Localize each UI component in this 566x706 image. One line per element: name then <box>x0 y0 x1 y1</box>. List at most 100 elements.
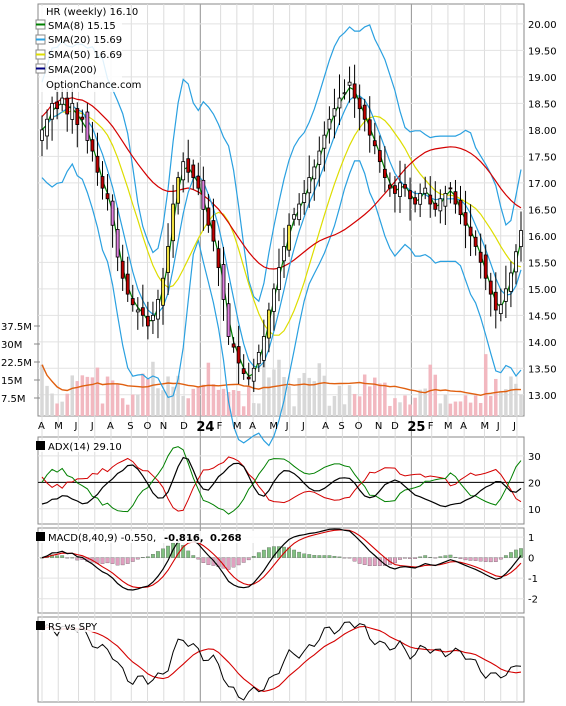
candle-body <box>110 200 115 226</box>
candle-body <box>428 194 433 205</box>
price-panel-frame <box>37 3 525 417</box>
volume-bar <box>146 379 150 416</box>
volume-bar <box>110 380 115 416</box>
legend-sma200: SMA(200) <box>48 65 97 76</box>
price-tick-label: 17.50 <box>528 152 557 163</box>
candle-body <box>483 254 488 279</box>
macd-signal-value: -0.816, <box>164 533 204 544</box>
volume-bar <box>115 383 120 416</box>
volume-bar <box>282 377 286 416</box>
rs-panel <box>41 621 522 701</box>
volume-bar <box>272 369 276 416</box>
volume-bar <box>337 385 342 416</box>
macd-histogram-bar <box>130 557 135 562</box>
macd-histogram-bar <box>433 557 438 559</box>
macd-histogram-bar <box>272 546 276 558</box>
macd-signal-line <box>41 529 522 589</box>
macd-tick-label: 0 <box>528 554 534 565</box>
candle-body <box>140 307 145 316</box>
candle-body <box>453 191 458 205</box>
x-axis-label: M <box>54 421 63 432</box>
macd-histogram-bar <box>181 545 186 558</box>
volume-bar <box>443 394 448 416</box>
macd-title: MACD(8,40,9) -0.550, <box>48 533 156 544</box>
macd-histogram-bar <box>156 551 160 558</box>
volume-bar <box>171 386 175 416</box>
candle-body <box>176 177 181 204</box>
candle-body <box>332 108 337 117</box>
axis-ticks: 13.00 13.50 14.00 14.50 15.00 15.50 16.00 16.50… <box>1 20 557 435</box>
candle-body <box>60 97 65 105</box>
macd-histogram-bar <box>327 555 332 558</box>
macd-histogram-bar <box>100 557 105 564</box>
volume-tick-label: 7.5M <box>1 394 26 405</box>
candle-body <box>498 304 503 314</box>
volume-bar <box>196 387 201 416</box>
price-tick-label: 18.50 <box>528 99 557 110</box>
macd-tick-label: -2 <box>528 595 538 606</box>
volume-tick-label: 37.5M <box>1 322 32 333</box>
candle-body <box>317 150 322 165</box>
candle-body <box>468 226 473 237</box>
candle-body <box>166 246 170 273</box>
macd-histogram-bar <box>201 557 206 563</box>
volume-bar <box>156 388 160 416</box>
macd-histogram-bar <box>372 557 377 566</box>
candle-body <box>95 155 100 173</box>
candle-body <box>413 197 418 205</box>
candle-body <box>151 314 155 321</box>
volume-bar <box>509 376 513 416</box>
candle-body <box>448 187 453 190</box>
macd-histogram-bar <box>458 557 463 559</box>
volume-bar <box>267 377 271 416</box>
macd-histogram-bar <box>498 557 503 560</box>
volume-bar <box>332 395 337 416</box>
candle-body <box>40 129 44 141</box>
plus-di-line <box>41 446 522 515</box>
candle-body <box>503 288 508 302</box>
volume-average-line <box>41 364 522 397</box>
volume-bar <box>176 375 180 416</box>
candle-body <box>307 177 312 194</box>
macd-histogram-bar <box>60 555 65 558</box>
price-tick-label: 19.50 <box>528 46 557 57</box>
candle-body <box>282 246 286 262</box>
volume-bar <box>342 404 347 416</box>
volume-bar <box>473 395 478 416</box>
candle-body <box>277 267 281 291</box>
candle-body <box>100 176 105 189</box>
candle-body <box>80 116 85 120</box>
x-axis-label: F <box>428 421 434 432</box>
candlesticks <box>40 64 523 392</box>
rs-ma-line <box>41 625 522 692</box>
candle-body <box>120 260 125 279</box>
volume-bar <box>50 393 54 416</box>
macd-histogram-bar <box>55 555 60 558</box>
macd-histogram-bar <box>317 555 322 558</box>
candle-body <box>458 199 463 216</box>
volume-bar <box>297 378 301 416</box>
volume-bar <box>287 386 291 416</box>
macd-histogram-bar <box>191 555 196 558</box>
volume-bar <box>136 394 140 416</box>
macd-histogram-bar <box>151 554 155 558</box>
candle-body <box>342 92 347 95</box>
candle-body <box>287 224 291 251</box>
volume-bar <box>141 373 145 416</box>
volume-bar <box>55 403 59 416</box>
macd-histogram-bar <box>115 557 120 566</box>
macd-histogram-bar <box>292 549 297 558</box>
watermark: OptionChance.com <box>46 80 141 91</box>
volume-bar <box>489 395 493 416</box>
macd-histogram-bar <box>514 549 518 558</box>
volume-bar <box>65 393 69 416</box>
volume-tick-label: 22.5M <box>1 358 32 369</box>
macd-histogram-bar <box>367 557 372 567</box>
price-tick-label: 16.50 <box>528 205 557 216</box>
price-tick-label: 13.50 <box>528 364 557 375</box>
candle-body <box>367 119 372 136</box>
macd-histogram-bar <box>503 555 508 558</box>
candle-body <box>382 168 387 178</box>
sma50-line <box>41 110 522 336</box>
